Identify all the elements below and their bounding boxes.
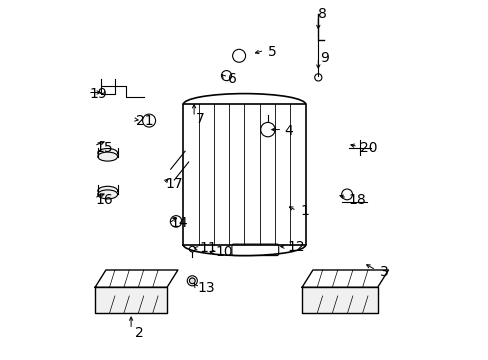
Text: 4: 4 — [284, 125, 292, 138]
Text: 15: 15 — [95, 141, 113, 154]
Text: 9: 9 — [320, 51, 328, 64]
Text: 1: 1 — [300, 204, 308, 217]
Ellipse shape — [98, 152, 117, 161]
Text: 12: 12 — [287, 240, 305, 253]
Text: 2: 2 — [134, 326, 143, 340]
Text: 14: 14 — [170, 216, 188, 230]
Ellipse shape — [98, 148, 117, 158]
Text: 16: 16 — [95, 193, 113, 207]
Text: 8: 8 — [318, 8, 326, 21]
Text: 20: 20 — [359, 141, 376, 154]
Text: 10: 10 — [215, 245, 233, 259]
Text: 17: 17 — [165, 177, 183, 190]
Text: 11: 11 — [199, 242, 217, 255]
Polygon shape — [302, 287, 377, 313]
Text: 6: 6 — [228, 72, 237, 86]
Text: 19: 19 — [89, 87, 106, 100]
Text: 3: 3 — [379, 265, 387, 279]
Text: 5: 5 — [267, 45, 276, 59]
Polygon shape — [95, 287, 167, 313]
Text: 13: 13 — [197, 281, 215, 295]
Text: 18: 18 — [348, 193, 366, 207]
Circle shape — [189, 278, 195, 284]
Text: 7: 7 — [196, 112, 204, 126]
Text: 21: 21 — [136, 114, 153, 127]
Ellipse shape — [98, 186, 117, 195]
Ellipse shape — [98, 190, 117, 199]
